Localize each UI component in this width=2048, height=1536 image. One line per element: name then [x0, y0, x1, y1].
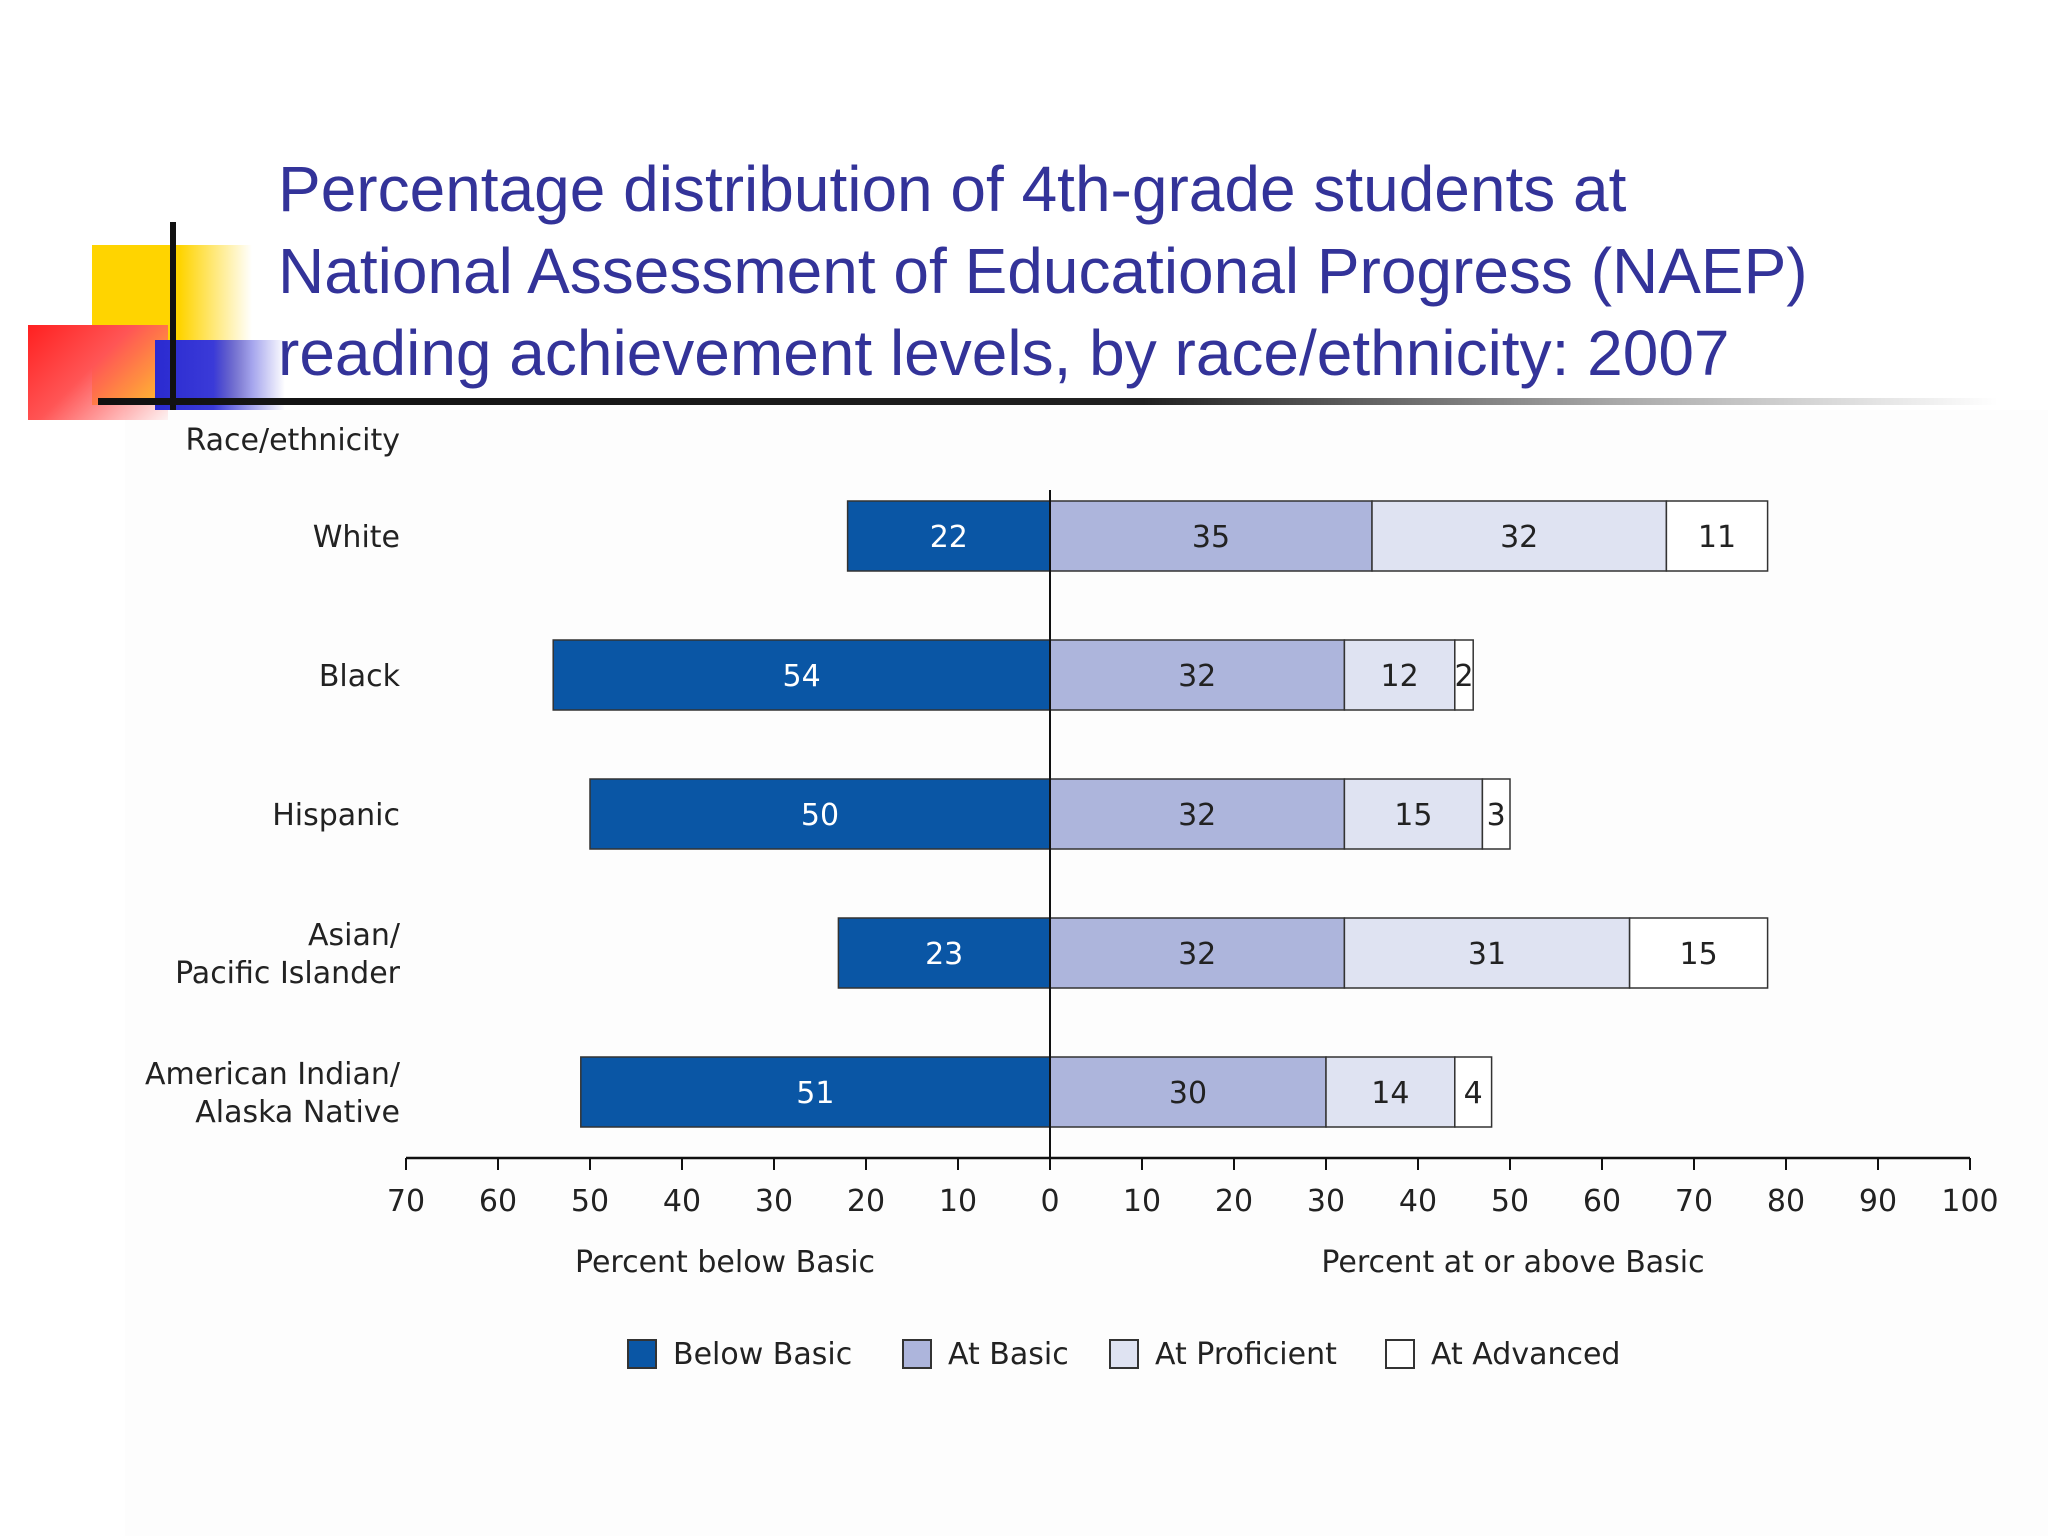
x-tick-label: 60 — [479, 1184, 517, 1219]
bar-at-basic — [1049, 500, 1373, 572]
bar-at-proficient — [1325, 1056, 1456, 1128]
title-line-3: reading achievement levels, by race/ethn… — [278, 317, 1730, 389]
data-label-at-advanced: 4 — [1464, 1076, 1483, 1111]
title-line-2: National Assessment of Educational Progr… — [278, 235, 1808, 307]
category-label: Asian/ — [308, 918, 401, 953]
bar-at-basic — [1049, 917, 1346, 989]
x-tick-label: 10 — [1123, 1184, 1161, 1219]
x-tick-label: 20 — [847, 1184, 885, 1219]
y-axis-title: Race/ethnicity — [185, 423, 400, 458]
x-tick-label: 50 — [571, 1184, 609, 1219]
data-label-below-basic: 22 — [930, 520, 968, 555]
x-tick-label: 0 — [1040, 1184, 1059, 1219]
data-label-at-proficient: 12 — [1381, 659, 1419, 694]
category-label: White — [313, 520, 400, 555]
x-tick-label: 70 — [1675, 1184, 1713, 1219]
x-tick-label: 20 — [1215, 1184, 1253, 1219]
data-label-at-advanced: 3 — [1487, 798, 1506, 833]
x-tick-label: 70 — [387, 1184, 425, 1219]
bar-at-proficient — [1343, 917, 1631, 989]
bar-at-advanced — [1481, 778, 1511, 850]
bar-at-advanced — [1628, 917, 1769, 989]
data-label-at-proficient: 31 — [1468, 937, 1506, 972]
x-axis-title-left: Percent below Basic — [575, 1245, 875, 1280]
x-tick-label: 10 — [939, 1184, 977, 1219]
slide-title: Percentage distribution of 4th-grade stu… — [278, 148, 1998, 394]
data-label-at-basic: 32 — [1178, 937, 1216, 972]
bar-below-basic — [580, 1056, 1051, 1128]
x-tick-label: 60 — [1583, 1184, 1621, 1219]
bar-below-basic — [589, 778, 1051, 850]
x-tick-label: 80 — [1767, 1184, 1805, 1219]
category-label: Hispanic — [272, 798, 400, 833]
data-label-below-basic: 51 — [796, 1076, 834, 1111]
data-label-at-advanced: 15 — [1680, 937, 1718, 972]
bar-at-advanced — [1665, 500, 1769, 572]
bar-at-proficient — [1343, 639, 1456, 711]
data-label-at-basic: 32 — [1178, 659, 1216, 694]
x-tick-label: 50 — [1491, 1184, 1529, 1219]
legend-swatch-at-proficient — [1109, 1339, 1139, 1369]
data-label-below-basic: 54 — [783, 659, 821, 694]
data-label-at-proficient: 32 — [1500, 520, 1538, 555]
legend-label-below-basic: Below Basic — [673, 1337, 852, 1372]
legend-swatch-at-advanced — [1385, 1339, 1415, 1369]
bar-at-basic — [1049, 1056, 1327, 1128]
category-label: Pacific Islander — [175, 956, 401, 991]
data-label-below-basic: 50 — [801, 798, 839, 833]
data-label-at-basic: 32 — [1178, 798, 1216, 833]
bar-below-basic — [846, 500, 1051, 572]
legend-label-at-proficient: At Proficient — [1155, 1337, 1337, 1372]
category-label: American Indian/ — [145, 1057, 401, 1092]
bar-at-advanced — [1454, 639, 1474, 711]
data-label-at-proficient: 15 — [1394, 798, 1432, 833]
bar-below-basic — [837, 917, 1051, 989]
x-tick-label: 30 — [1307, 1184, 1345, 1219]
bar-at-proficient — [1371, 500, 1668, 572]
bar-at-advanced — [1454, 1056, 1493, 1128]
legend-label-at-advanced: At Advanced — [1431, 1337, 1620, 1372]
bar-below-basic — [552, 639, 1051, 711]
category-label: Black — [319, 659, 401, 694]
bar-at-proficient — [1343, 778, 1484, 850]
data-label-at-advanced: 2 — [1454, 659, 1473, 694]
x-tick-label: 40 — [663, 1184, 701, 1219]
x-tick-label: 90 — [1859, 1184, 1897, 1219]
decor-title-underline — [98, 398, 1998, 405]
x-tick-label: 40 — [1399, 1184, 1437, 1219]
data-label-at-proficient: 14 — [1371, 1076, 1409, 1111]
title-line-1: Percentage distribution of 4th-grade stu… — [278, 153, 1627, 225]
legend-swatch-at-basic — [902, 1339, 932, 1369]
x-tick-label: 100 — [1941, 1184, 1998, 1219]
data-label-at-basic: 35 — [1192, 520, 1230, 555]
category-label: Alaska Native — [195, 1095, 400, 1130]
decor-vertical-line — [170, 222, 176, 410]
legend-swatch-below-basic — [627, 1339, 657, 1369]
bar-at-basic — [1049, 778, 1346, 850]
x-axis-title-right: Percent at or above Basic — [1321, 1245, 1704, 1280]
data-label-at-advanced: 11 — [1698, 520, 1736, 555]
x-tick-label: 30 — [755, 1184, 793, 1219]
legend-label-at-basic: At Basic — [948, 1337, 1069, 1372]
data-label-below-basic: 23 — [925, 937, 963, 972]
data-label-at-basic: 30 — [1169, 1076, 1207, 1111]
